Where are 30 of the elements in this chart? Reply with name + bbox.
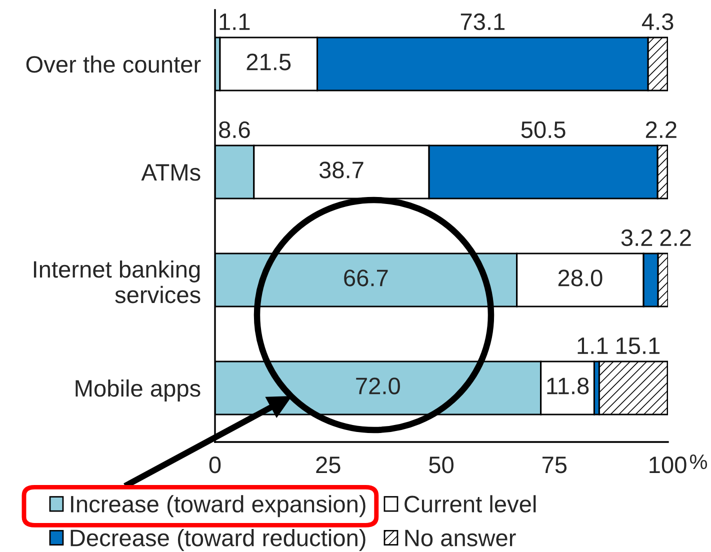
legend-label: No answer [405,530,516,546]
x-axis-title: % [690,454,708,470]
data-label: 73.1 [460,13,505,30]
legend-label: Current level [404,495,536,513]
x-tick-label: 25 [316,456,340,474]
x-tick-label: 75 [542,456,567,474]
data-label: 1.1 [220,14,250,30]
data-label: 28.0 [558,270,602,286]
legend-label: Increase (toward expansion) [71,495,366,518]
y-tick-label: Internet banking services [34,260,200,304]
data-label: 38.7 [319,162,364,178]
data-label: 2.2 [660,229,691,246]
x-tick-label: 50 [429,456,454,474]
data-label: 50.5 [521,121,566,138]
y-tick-label: Mobile apps [76,379,200,402]
data-label: 66.7 [344,270,388,286]
x-tick-label: 100 [650,456,686,474]
y-tick-label: Over the counter [26,55,201,73]
data-label: 8.6 [219,121,250,138]
legend-label: Decrease (toward reduction) [70,528,366,551]
data-label: 11.8 [547,378,589,394]
data-label: 2.2 [646,121,676,138]
data-label: 21.5 [246,54,291,70]
data-label: 72.0 [356,378,400,394]
y-tick-label: ATMs [141,164,200,181]
data-label: 15.1 [616,338,660,354]
data-label: 4.3 [642,13,674,30]
data-label: 3.2 [621,229,652,246]
x-tick-label: 0 [209,456,221,474]
data-label: 1.1 [578,338,608,354]
